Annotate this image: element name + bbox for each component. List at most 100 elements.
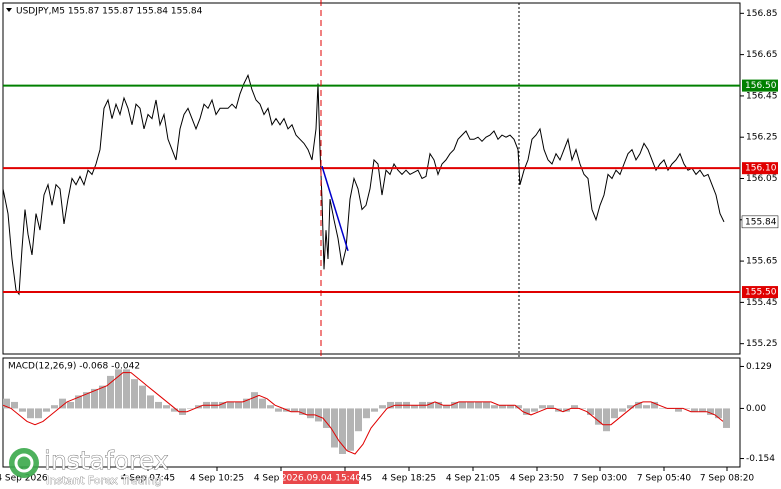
watermark-tagline: Instant Forex Trading: [46, 474, 162, 487]
y-tick-label: 156.65: [746, 50, 778, 60]
macd-bar: [67, 401, 74, 409]
macd-bar: [227, 401, 234, 409]
crosshair-label-box: [283, 471, 359, 484]
x-tick-label: 7 Sep 03:00: [573, 474, 628, 484]
macd-bar: [187, 408, 194, 409]
macd-bar: [347, 408, 354, 451]
macd-bar: [83, 392, 90, 409]
macd-bar: [19, 408, 26, 412]
macd-bar: [483, 401, 490, 409]
last-price-label: 155.84: [745, 217, 777, 227]
level-label-box: [742, 79, 778, 92]
trend-line: [321, 165, 349, 252]
macd-bar: [587, 408, 594, 415]
macd-bar: [107, 375, 114, 409]
macd-bar: [715, 408, 722, 419]
macd-bar: [35, 408, 42, 419]
macd-bar: [115, 369, 122, 409]
macd-bar: [51, 405, 58, 409]
macd-bar: [323, 408, 330, 428]
macd-bar: [259, 398, 266, 409]
x-tick-label: 4 Sep 2026: [0, 474, 48, 484]
y-tick-label: 156.25: [746, 133, 778, 143]
x-tick-label: 4 Sep 23:50: [510, 474, 565, 484]
macd-bar: [331, 408, 338, 448]
level-label-box: [742, 286, 778, 299]
macd-bar: [531, 408, 538, 412]
macd-bar: [499, 405, 506, 409]
last-price-box: [741, 215, 779, 229]
macd-bar: [595, 408, 602, 425]
watermark-logo-inner: [14, 453, 34, 473]
y-tick-label: 155.45: [746, 298, 778, 308]
macd-bar: [611, 408, 618, 419]
macd-bar: [123, 369, 130, 409]
macd-bar: [219, 401, 226, 409]
macd-bar: [643, 405, 650, 409]
macd-bar: [515, 405, 522, 409]
macd-bar: [371, 408, 378, 412]
y-tick-label: 155.65: [746, 257, 778, 267]
macd-bar: [379, 405, 386, 409]
y-tick-label: 0.00: [746, 404, 766, 414]
macd-bar: [291, 408, 298, 412]
macd-bar: [59, 398, 66, 409]
x-tick-label: 4 Sep 07:45: [121, 474, 175, 484]
signal-line: [2, 372, 724, 455]
y-tick-label: 0.129: [746, 362, 772, 372]
macd-bar: [307, 408, 314, 419]
crosshair-label: 2026.09.04 15:40: [281, 474, 362, 484]
x-tick-label: 7 Sep 05:40: [637, 474, 692, 484]
macd-bar: [91, 388, 98, 409]
macd-bar: [11, 401, 18, 409]
macd-bar: [339, 408, 346, 454]
menu-triangle: [6, 8, 12, 12]
macd-bar: [491, 405, 498, 409]
macd-bar: [451, 401, 458, 409]
macd-bar: [427, 401, 434, 409]
price-line: [2, 73, 725, 296]
macd-bar: [299, 408, 306, 415]
macd-bar: [315, 408, 322, 422]
macd-bar: [363, 408, 370, 419]
macd-bar: [475, 401, 482, 409]
macd-bar: [267, 405, 274, 409]
watermark-brand: instaforex: [44, 446, 169, 475]
pane-title: USDJPY,M5 155.87 155.87 155.84 155.84: [16, 7, 203, 17]
macd-bar: [171, 408, 178, 412]
macd-bar: [163, 405, 170, 409]
macd-bar: [411, 405, 418, 409]
macd-bar: [275, 408, 282, 412]
macd-bar: [683, 408, 690, 409]
macd-bar: [99, 385, 106, 409]
y-tick-label: 156.45: [746, 91, 778, 101]
watermark-logo: [9, 448, 39, 478]
macd-bar: [235, 401, 242, 409]
y-tick-label: 155.25: [746, 339, 778, 349]
macd-bar: [139, 385, 146, 409]
y-tick-label: -0.154: [746, 454, 775, 464]
macd-bar: [619, 408, 626, 412]
x-tick-label: 4 Sep 13:05: [254, 474, 308, 484]
macd-bar: [699, 408, 706, 412]
macd-bar: [579, 408, 586, 409]
macd-bar: [539, 405, 546, 409]
macd-bar: [459, 401, 466, 409]
x-tick-label: 4 Sep 18:25: [382, 474, 436, 484]
pane-title: MACD(12,26,9) -0.068 -0.042: [8, 362, 140, 372]
macd-bar: [467, 401, 474, 409]
y-tick-label: 156.05: [746, 174, 778, 184]
macd-bar: [435, 401, 442, 409]
macd-bar: [723, 408, 730, 428]
macd-bar: [507, 405, 514, 409]
macd-bar: [131, 379, 138, 409]
macd-bar: [659, 408, 666, 409]
level-label: 156.50: [745, 81, 777, 91]
macd-bar: [651, 401, 658, 409]
macd-bar: [243, 398, 250, 409]
macd-bar: [251, 392, 258, 409]
macd-bar: [691, 408, 698, 412]
macd-bar: [43, 408, 50, 412]
macd-bar: [571, 405, 578, 409]
